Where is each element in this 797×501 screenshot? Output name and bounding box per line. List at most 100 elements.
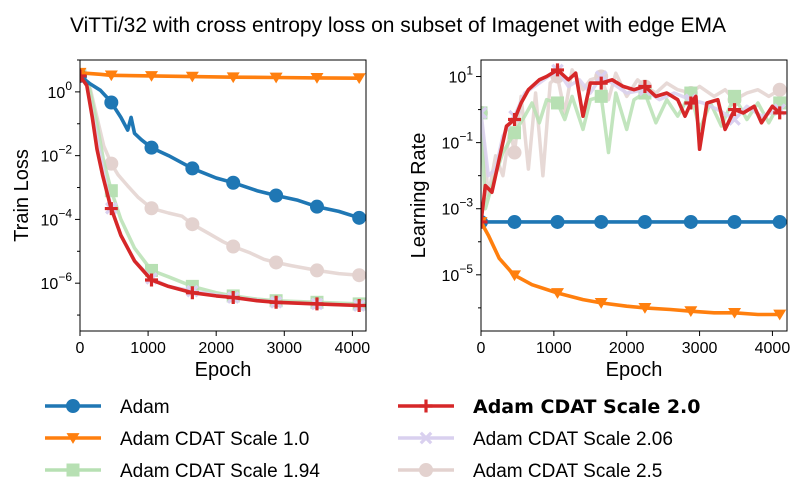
marker-adam-5 [683,214,698,229]
marker-adam-1 [104,95,119,110]
legend-item-cdat_1_94: Adam CDAT Scale 1.94 [45,461,320,482]
x-tick-label: 1000 [536,340,572,357]
marker-cdat_2_0-2 [145,273,158,287]
y-tick-label: 10−4 [41,206,73,229]
series-adam [80,68,366,225]
marker-cdat_2_0-1 [104,202,118,216]
marker-adam-2 [144,140,159,155]
marker-cdat_1_0-7 [773,309,787,321]
marker-adam-7 [352,210,366,225]
marker-cdat_1_0-5 [269,72,283,84]
marker-cdat_2_06-0 [481,106,488,120]
marker-cdat_2_0-7 [352,298,366,312]
marker-cdat_2_0-6 [728,103,742,117]
series-cdat_2_0 [80,69,366,312]
series-cdat_2_0 [481,63,787,229]
marker-adam-3 [594,214,609,229]
legend-label: Adam CDAT Scale 2.06 [473,429,673,450]
marker-cdat_1_0-3 [594,298,608,309]
plot-area [481,63,787,321]
legend-marker-cdat_1_0 [66,433,80,444]
legend-marker-cdat_2_0 [419,399,433,413]
marker-adam-6 [309,199,324,214]
marker-cdat_1_94-6 [728,89,742,103]
x-tick-label: 4000 [755,340,791,357]
legend-label: Adam CDAT Scale 2.5 [473,461,662,482]
marker-cdat_2_5-7 [772,82,787,97]
marker-cdat_2_0-3 [594,76,608,90]
series-line-cdat_2_5 [80,74,360,277]
y-tick-label: 10−3 [442,196,474,219]
marker-adam-2 [550,214,565,229]
legend-marker-cdat_2_5 [419,463,433,477]
legend-item-cdat_2_06: Adam CDAT Scale 2.06 [398,429,673,450]
x-tick-label: 1000 [130,340,166,357]
marker-adam-6 [727,214,742,229]
plot-area [80,67,366,312]
train-loss-plot: 0 1000 2000 3000 4000 100 10−2 10−4 10−6 Epoch Tra… [11,59,371,381]
y-tick-label: 10−1 [442,130,474,153]
axes-frame [79,59,367,332]
marker-cdat_2_0-3 [185,286,199,300]
legend-item-cdat_2_0: Adam CDAT Scale 2.0 [398,396,701,418]
marker-cdat_2_0-5 [684,96,698,110]
marker-cdat_1_0-4 [226,72,240,84]
legend-label: Adam CDAT Scale 2.0 [473,396,701,418]
marker-cdat_1_0-3 [185,71,199,83]
series-line-cdat_2_0 [481,68,781,223]
marker-cdat_1_0-1 [104,70,118,82]
marker-cdat_2_0-4 [226,291,240,305]
marker-adam-5 [269,188,284,203]
legend-item-adam: Adam [45,397,170,418]
y-tick-label: 10−5 [442,262,474,285]
legend-label: Adam [120,397,170,418]
marker-cdat_2_5-7 [352,268,366,283]
y-axis-label: Learning Rate [408,133,430,259]
x-tick-label: 3000 [682,340,718,357]
x-tick-label: 2000 [609,340,645,357]
chart-title: ViTTi/32 with cross entropy loss on subs… [70,14,726,37]
y-tick-label: 100 [48,79,73,102]
marker-cdat_2_0-1 [508,112,522,126]
marker-cdat_1_0-6 [728,307,742,319]
marker-cdat_1_0-7 [352,73,366,85]
marker-cdat_2_0-0 [481,215,488,229]
marker-cdat_2_5-4 [226,239,241,254]
series-cdat_1_0 [80,67,366,85]
y-tick-label: 10−2 [41,143,73,166]
marker-cdat_2_0-4 [638,79,652,93]
marker-cdat_2_5-5 [269,255,284,270]
legend-label: Adam CDAT Scale 1.94 [120,461,320,482]
marker-cdat_2_0-7 [773,106,787,120]
marker-cdat_2_5-3 [185,217,200,232]
legend-item-cdat_1_0: Adam CDAT Scale 1.0 [45,429,309,450]
marker-cdat_2_5-1 [507,145,522,160]
marker-cdat_2_0-2 [551,63,564,77]
marker-adam-4 [226,175,241,190]
marker-cdat_2_5-2 [144,201,159,216]
axes-frame [480,59,788,332]
marker-adam-4 [637,214,652,229]
marker-adam-7 [772,214,787,229]
marker-cdat_1_94-1 [508,126,522,140]
marker-cdat_2_06-3 [594,70,608,83]
marker-cdat_1_0-1 [508,270,522,282]
x-tick-label: 3000 [266,340,302,357]
marker-adam-1 [507,214,522,229]
y-axis-label: Train Loss [11,149,33,242]
marker-cdat_1_94-3 [594,89,608,103]
marker-cdat_1_0-6 [310,72,324,84]
marker-cdat_1_0-4 [638,302,652,314]
legend-marker-adam [66,399,80,413]
legend-marker-cdat_1_94 [66,463,80,477]
x-axis-label: Epoch [195,359,252,381]
x-tick-label: 4000 [335,340,371,357]
series-cdat_2_5 [80,68,366,283]
marker-adam-3 [185,161,200,176]
marker-cdat_2_0-0 [80,69,87,83]
series-line-cdat_1_0 [481,221,780,317]
x-tick-label: 0 [76,340,85,357]
marker-cdat_1_94-0 [481,106,488,120]
marker-cdat_1_94-2 [551,96,564,110]
